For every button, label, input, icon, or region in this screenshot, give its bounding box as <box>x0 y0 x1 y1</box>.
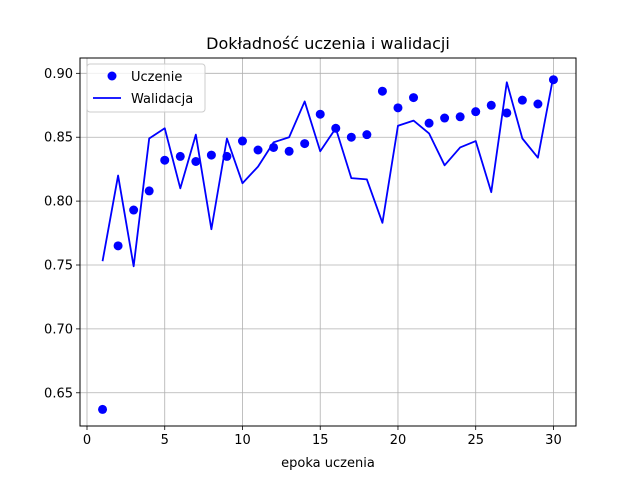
x-axis-label: epoka uczenia <box>281 456 375 471</box>
series-layer <box>98 75 558 414</box>
data-point-uczenie <box>129 205 139 215</box>
x-tick-label: 5 <box>161 433 169 448</box>
data-point-uczenie <box>206 150 216 160</box>
legend-label-uczenie: Uczenie <box>131 70 182 85</box>
y-tick-label: 0.70 <box>44 322 73 337</box>
data-point-uczenie <box>486 100 496 110</box>
data-point-uczenie <box>362 130 372 140</box>
legend-marker-uczenie <box>107 71 117 81</box>
legend: Uczenie Walidacja <box>86 63 206 113</box>
data-point-uczenie <box>269 142 279 152</box>
series-line-walidacja <box>101 75 555 268</box>
data-point-uczenie <box>331 123 341 133</box>
data-point-uczenie <box>237 136 247 146</box>
data-point-uczenie <box>424 118 434 128</box>
data-point-uczenie <box>222 151 232 161</box>
plot-frame <box>79 57 577 427</box>
grid-layer <box>80 58 576 426</box>
data-point-uczenie <box>548 75 558 85</box>
data-point-uczenie <box>533 99 543 109</box>
data-point-uczenie <box>98 404 108 414</box>
data-point-uczenie <box>113 241 123 251</box>
x-tick-label: 15 <box>312 433 329 448</box>
x-tick-label: 10 <box>234 433 251 448</box>
x-tick-label: 30 <box>545 433 562 448</box>
data-point-uczenie <box>377 86 387 96</box>
tick-layer: 0 5 10 15 20 25 30 0.65 0.70 0.75 0.80 0.85 0.90 <box>44 67 562 448</box>
data-point-uczenie <box>284 146 294 156</box>
data-point-uczenie <box>175 151 185 161</box>
y-tick-label: 0.90 <box>44 67 73 82</box>
x-tick-label: 20 <box>390 433 407 448</box>
data-point-uczenie <box>517 95 527 105</box>
data-point-uczenie <box>160 155 170 165</box>
y-tick-label: 0.85 <box>44 131 73 146</box>
y-tick-label: 0.75 <box>44 259 73 274</box>
x-tick-label: 0 <box>83 433 91 448</box>
data-point-uczenie <box>471 107 481 117</box>
data-point-uczenie <box>440 113 450 123</box>
chart-title: Dokładność uczenia i walidacji <box>206 34 450 53</box>
x-tick-label: 25 <box>467 433 484 448</box>
data-point-uczenie <box>253 145 263 155</box>
data-point-uczenie <box>191 157 201 166</box>
data-point-uczenie <box>409 93 419 103</box>
data-point-uczenie <box>300 139 310 149</box>
data-point-uczenie <box>315 109 325 119</box>
y-tick-label: 0.65 <box>44 386 73 401</box>
data-point-uczenie <box>393 103 403 113</box>
data-point-uczenie <box>502 108 512 118</box>
data-point-uczenie <box>346 132 356 142</box>
legend-label-walidacja: Walidacja <box>131 92 193 107</box>
data-point-uczenie <box>455 112 465 122</box>
y-tick-label: 0.80 <box>44 195 73 210</box>
data-point-uczenie <box>144 186 154 196</box>
